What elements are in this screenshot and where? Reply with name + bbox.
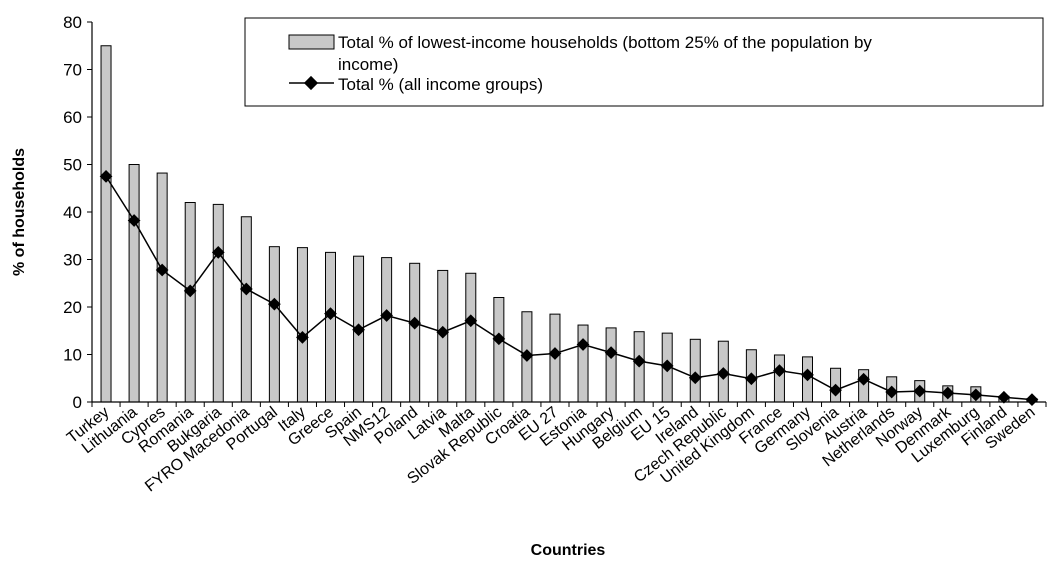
bar-portugal — [268, 246, 280, 403]
x-tick-labels: TurkeyLithuaniaCypresRomaniaBukgariaFYRO… — [64, 403, 1038, 495]
line-marker-malta — [464, 314, 478, 328]
y-tick-label: 10 — [63, 346, 82, 365]
line-layer — [99, 170, 1039, 406]
line-marker-romania — [183, 284, 197, 298]
line-marker-spain — [352, 323, 365, 337]
bar-hungary — [605, 327, 617, 403]
y-tick-label: 80 — [63, 13, 82, 32]
legend: Total % of lowest-income households (bot… — [244, 17, 1044, 107]
bar-poland — [409, 262, 421, 403]
bar-fyro-macedonia — [240, 216, 252, 403]
bar-lithuania — [128, 164, 140, 403]
bar-malta — [465, 272, 477, 403]
y-tick-label: 70 — [63, 61, 82, 80]
bar-greece — [325, 251, 336, 403]
y-tick-label: 60 — [63, 108, 82, 127]
bar-france — [773, 354, 785, 403]
legend-bar-swatch — [288, 34, 335, 50]
y-tick-label: 30 — [63, 251, 82, 270]
line-marker-lithuania — [127, 214, 141, 227]
line-marker-cypres — [155, 263, 169, 277]
y-axis-title: % of households — [11, 148, 28, 276]
line-marker-poland — [408, 316, 422, 330]
line-marker-latvia — [436, 325, 450, 339]
bar-nms12 — [381, 257, 393, 403]
bar-romania — [184, 202, 196, 403]
bar-slovak-republic — [493, 297, 505, 403]
y-ticks: 0 10 20 30 40 50 60 70 80 — [63, 13, 92, 412]
bar-italy — [296, 247, 308, 403]
y-tick-label: 50 — [63, 156, 82, 175]
line-marker-italy — [296, 331, 309, 344]
line-marker-nms12 — [380, 309, 393, 322]
y-tick-label: 0 — [73, 393, 82, 412]
x-axis-title: Countries — [531, 542, 606, 559]
bar-ireland — [689, 338, 701, 403]
legend-line-label: Total % (all income groups) — [338, 75, 543, 94]
axes — [91, 22, 1047, 407]
line-marker-fyro-macedonia — [239, 282, 253, 296]
line-marker-portugal — [268, 297, 281, 311]
legend-box — [244, 17, 1044, 107]
legend-bar-label-cont: income) — [338, 55, 398, 74]
line-marker-turkey — [99, 170, 113, 183]
y-tick-label: 20 — [63, 298, 82, 317]
line-marker-greece — [324, 307, 337, 321]
line-marker-bukgaria — [211, 246, 225, 259]
bar-bukgaria — [212, 203, 224, 403]
y-tick-label: 40 — [63, 203, 82, 222]
legend-line-marker — [303, 75, 319, 91]
bar-cypres — [156, 172, 168, 403]
bar-turkey — [100, 45, 112, 403]
legend-bar-label: Total % of lowest-income households (bot… — [338, 33, 872, 52]
bar-estonia — [577, 324, 589, 403]
line-marker-slovak-republic — [492, 332, 506, 346]
all-income-line — [105, 175, 1033, 401]
